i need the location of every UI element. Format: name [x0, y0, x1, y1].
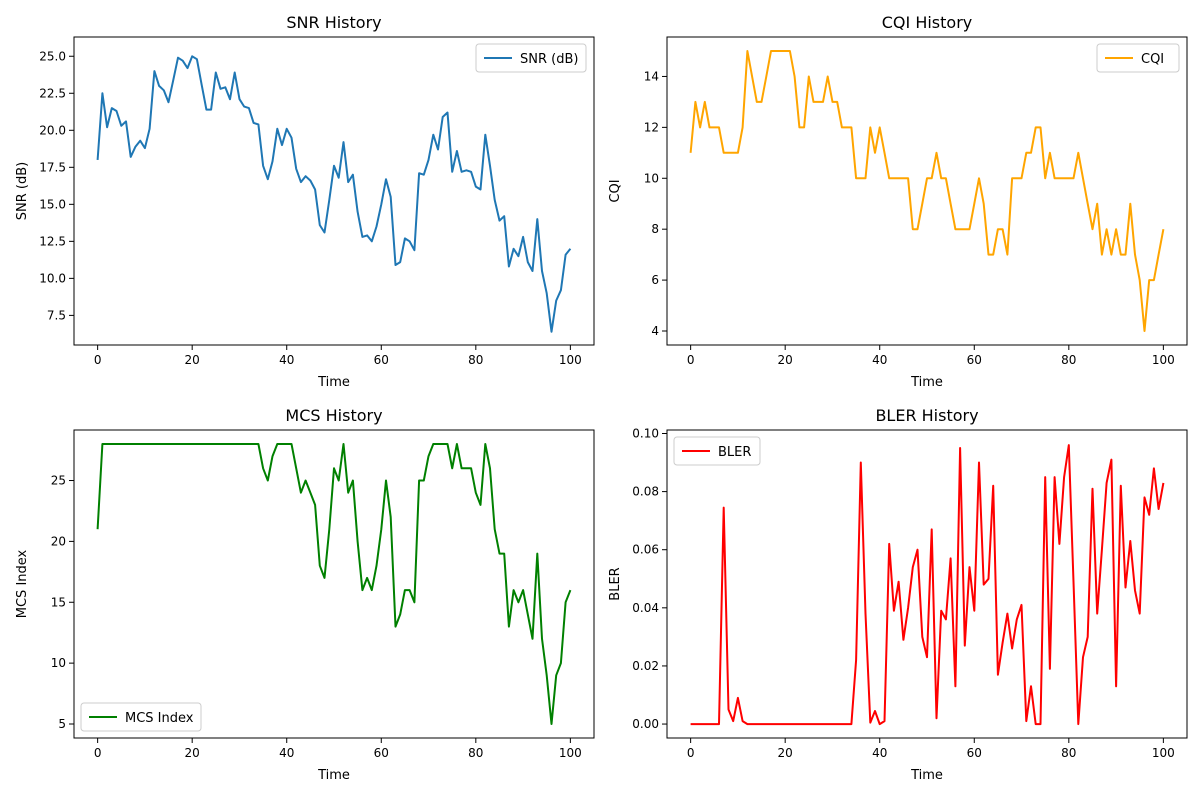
y-tick-label: 15	[51, 595, 66, 609]
x-tick-label: 40	[279, 353, 294, 367]
x-tick-label: 20	[778, 746, 793, 760]
y-tick-label: 20.0	[39, 123, 66, 137]
y-tick-label: 25	[51, 474, 66, 488]
y-tick-label: 0.00	[632, 717, 659, 731]
panel-mcs-history: MCS History Time MCS Index 0 20 40 60 80 100 5…	[15, 406, 595, 783]
y-axis-label: BLER	[608, 567, 623, 600]
x-tick-label: 100	[559, 746, 582, 760]
x-tick-label: 80	[468, 353, 483, 367]
x-tick-label: 0	[687, 746, 695, 760]
y-tick-label: 20	[51, 534, 66, 548]
legend-label: BLER	[718, 445, 751, 460]
y-axis-label: SNR (dB)	[15, 162, 30, 220]
x-tick-label: 80	[1061, 746, 1076, 760]
x-tick-label: 60	[374, 353, 389, 367]
y-tick-label: 4	[651, 324, 659, 338]
plot-frame	[73, 429, 595, 739]
x-tick-label: 40	[872, 746, 887, 760]
panel-snr-history: SNR History Time SNR (dB) 0 20 40 60 80 100 7.…	[15, 13, 595, 390]
legend-label: MCS Index	[125, 711, 194, 726]
x-tick-label: 80	[1061, 353, 1076, 367]
chart-title: BLER History	[875, 406, 978, 425]
y-axis-label: CQI	[608, 179, 623, 202]
x-tick-label: 0	[94, 746, 102, 760]
x-tick-label: 20	[778, 353, 793, 367]
x-axis-label: Time	[317, 375, 350, 390]
y-tick-label: 5	[58, 717, 66, 731]
legend-label: SNR (dB)	[520, 52, 578, 67]
legend-box	[1096, 43, 1180, 73]
y-tick-label: 14	[644, 69, 659, 83]
series-line	[690, 444, 1165, 726]
x-tick-label: 100	[1152, 746, 1175, 760]
x-tick-label: 40	[872, 353, 887, 367]
chart-title: SNR History	[286, 13, 381, 32]
x-tick-label: 80	[468, 746, 483, 760]
x-tick-label: 20	[185, 746, 200, 760]
x-tick-label: 100	[559, 353, 582, 367]
legend-box	[475, 43, 587, 73]
y-tick-label: 0.04	[632, 601, 659, 615]
chart-title: CQI History	[882, 13, 973, 32]
x-tick-label: 0	[94, 353, 102, 367]
x-tick-label: 0	[687, 353, 695, 367]
y-axis-label: MCS Index	[15, 549, 30, 618]
y-tick-label: 10	[51, 656, 66, 670]
x-tick-label: 60	[374, 746, 389, 760]
y-tick-label: 15.0	[39, 197, 66, 211]
y-tick-label: 7.5	[47, 308, 66, 322]
panel-bler-history: BLER History Time BLER 0 20 40 60 80 100 0.00 0…	[608, 406, 1188, 783]
y-tick-label: 10.0	[39, 271, 66, 285]
y-tick-label: 0.06	[632, 543, 659, 557]
y-tick-label: 8	[651, 222, 659, 236]
y-tick-label: 22.5	[39, 86, 66, 100]
plot-frame	[666, 36, 1188, 346]
plot-frame	[73, 36, 595, 346]
x-tick-label: 40	[279, 746, 294, 760]
x-axis-label: Time	[317, 768, 350, 783]
x-tick-label: 20	[185, 353, 200, 367]
y-tick-label: 6	[651, 273, 659, 287]
legend-box	[673, 436, 761, 466]
series-line	[689, 50, 1165, 332]
y-tick-label: 0.02	[632, 659, 659, 673]
x-axis-label: Time	[910, 768, 943, 783]
x-tick-label: 60	[967, 746, 982, 760]
y-tick-label: 25.0	[39, 49, 66, 63]
y-tick-label: 10	[644, 171, 659, 185]
x-axis-label: Time	[910, 375, 943, 390]
y-tick-label: 12.5	[39, 234, 66, 248]
y-tick-label: 0.08	[632, 485, 659, 499]
chart-title: MCS History	[285, 406, 382, 425]
series-line	[96, 443, 572, 725]
plot-frame	[666, 429, 1188, 739]
y-tick-label: 12	[644, 120, 659, 134]
legend-label: CQI	[1141, 52, 1164, 67]
x-tick-label: 100	[1152, 353, 1175, 367]
y-tick-label: 0.10	[632, 426, 659, 440]
y-tick-label: 17.5	[39, 160, 66, 174]
x-tick-label: 60	[967, 353, 982, 367]
series-line	[96, 55, 572, 333]
legend-box	[80, 702, 202, 732]
panel-cqi-history: CQI History Time CQI 0 20 40 60 80 100 4 6 8 10 12…	[608, 13, 1188, 390]
